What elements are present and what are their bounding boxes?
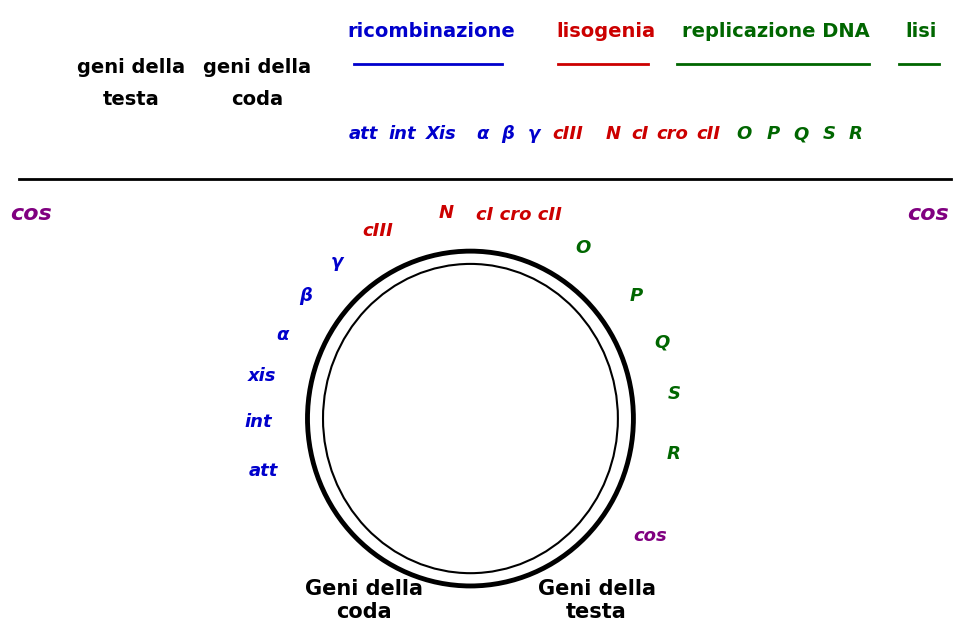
Text: replicazione DNA: replicazione DNA [681,22,869,42]
Text: cIII: cIII [551,125,582,143]
Text: coda: coda [231,89,283,109]
Text: lisi: lisi [905,22,936,42]
Text: N: N [439,204,453,222]
Text: N: N [605,125,620,143]
Text: xis: xis [247,367,276,385]
Text: int: int [244,413,271,431]
Text: S: S [667,385,680,403]
Text: cI cro cII: cI cro cII [475,206,561,224]
Text: γ: γ [527,125,539,143]
Text: geni della: geni della [77,58,185,77]
Text: cII: cII [696,125,719,143]
Text: cIII: cIII [361,222,392,240]
Text: int: int [389,125,416,143]
Text: β: β [500,125,514,143]
Text: ricombinazione: ricombinazione [348,22,515,42]
Text: R: R [848,125,861,143]
Text: α: α [276,327,289,344]
Text: cos: cos [906,204,948,224]
Text: S: S [822,125,835,143]
Text: O: O [575,239,589,257]
Text: β: β [298,287,311,305]
Text: Geni della
testa: Geni della testa [537,579,655,622]
Text: cos: cos [633,527,667,544]
Text: cos: cos [10,204,51,224]
Text: testa: testa [103,89,159,109]
Text: P: P [629,287,641,305]
Text: P: P [766,125,779,143]
Text: cro: cro [656,125,687,143]
Text: Geni della
coda: Geni della coda [304,579,422,622]
Text: γ: γ [330,253,342,271]
Text: cI: cI [631,125,648,143]
Text: att: att [349,125,378,143]
Text: O: O [735,125,751,143]
Text: α: α [476,125,487,143]
Text: Q: Q [793,125,808,143]
Text: Q: Q [654,333,670,351]
Text: R: R [666,445,679,463]
Text: geni della: geni della [203,58,311,77]
Text: lisogenia: lisogenia [556,22,655,42]
Text: att: att [249,463,278,481]
Text: Xis: Xis [425,125,456,143]
